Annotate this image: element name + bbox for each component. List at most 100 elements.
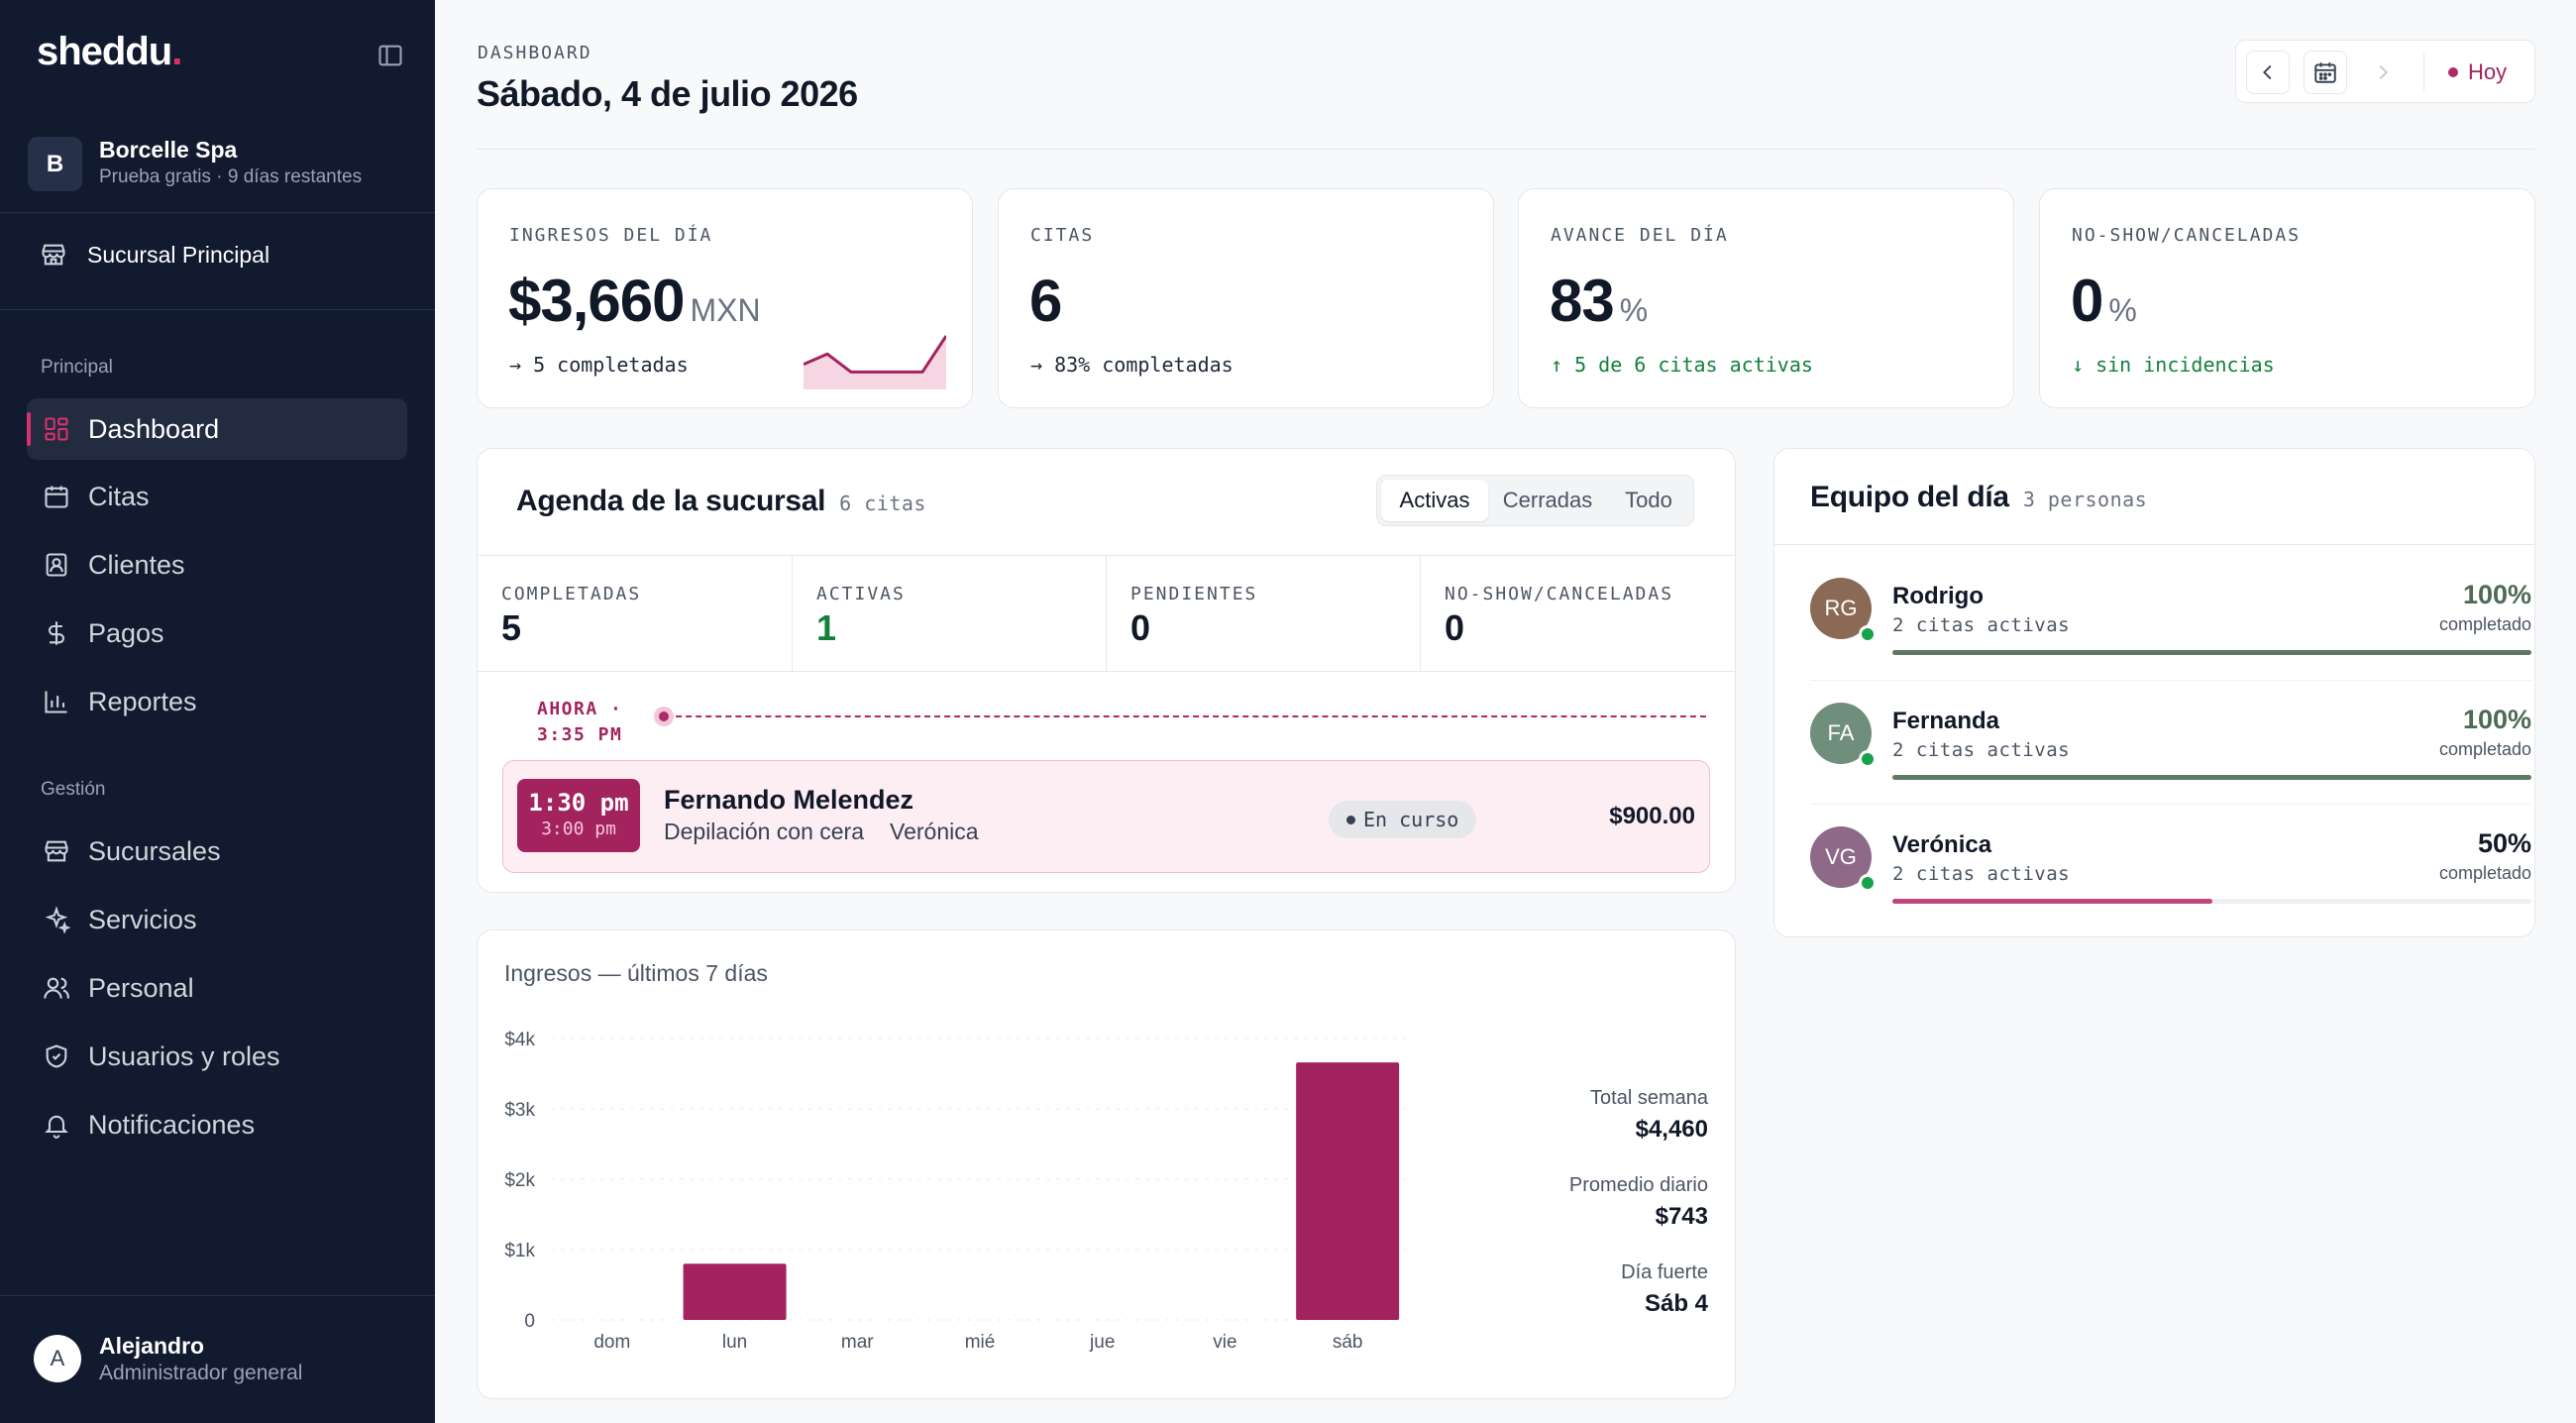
organization-switcher[interactable]: B Borcelle Spa Prueba gratis · 9 días re… bbox=[28, 135, 414, 194]
bar-sáb[interactable] bbox=[1296, 1062, 1400, 1320]
layout-grid-icon bbox=[45, 417, 68, 441]
sidebar-item-sucursales[interactable]: Sucursales bbox=[27, 821, 407, 882]
bar-lun[interactable] bbox=[683, 1263, 787, 1320]
bell-icon bbox=[45, 1115, 68, 1139]
previous-day-button[interactable] bbox=[2246, 51, 2290, 94]
summary-total-semana: Total semana $4,460 bbox=[1590, 1087, 1708, 1144]
today-dot bbox=[2448, 67, 2458, 77]
revenue-bar-chart: 0 $1k $2k $3k $4k dom lun mar mié jue vie sáb bbox=[504, 1030, 1409, 1353]
sidebar-item-clientes[interactable]: Clientes bbox=[27, 534, 407, 596]
app-logo[interactable]: sheddu. bbox=[37, 30, 182, 73]
x-tick-label: jue bbox=[1089, 1332, 1115, 1353]
current-time-label: AHORA · 3:35 PM bbox=[537, 699, 623, 745]
branch-selector[interactable]: Sucursal Principal bbox=[40, 238, 269, 272]
sidebar: sheddu. B Borcelle Spa Prueba gratis · 9… bbox=[0, 0, 435, 1423]
member-percent-label: completado bbox=[2438, 739, 2531, 759]
sidebar-item-label: Reportes bbox=[88, 686, 197, 716]
sidebar-item-servicios[interactable]: Servicios bbox=[27, 889, 407, 950]
sidebar-item-reportes[interactable]: Reportes bbox=[27, 671, 407, 732]
member-percent: 50% bbox=[2477, 828, 2531, 858]
sidebar-item-label: Sucursales bbox=[88, 835, 221, 866]
nav-section-label: Gestión bbox=[41, 779, 106, 800]
team-member-row[interactable]: VG Verónica 2 citas activas 50% completa… bbox=[1810, 804, 2531, 908]
sidebar-divider bbox=[0, 309, 435, 310]
y-tick-label: 0 bbox=[524, 1311, 535, 1332]
stat-value: 1 bbox=[816, 607, 837, 648]
kpi-card-avance: AVANCE DEL DÍA 83% ↑ 5 de 6 citas activa… bbox=[1518, 188, 2014, 408]
member-subtitle: 2 citas activas bbox=[1892, 614, 2071, 636]
tab-cerradas[interactable]: Cerradas bbox=[1502, 488, 1593, 512]
member-name: Rodrigo bbox=[1892, 583, 1984, 609]
sidebar-item-usuarios-roles[interactable]: Usuarios y roles bbox=[27, 1026, 407, 1087]
appointment-client: Fernando Melendez bbox=[664, 785, 914, 815]
users-icon bbox=[44, 977, 69, 999]
branch-name: Sucursal Principal bbox=[87, 241, 270, 268]
date-picker-button[interactable] bbox=[2304, 51, 2347, 94]
sidebar-item-label: Usuarios y roles bbox=[88, 1040, 280, 1071]
kpi-card-no-show: NO-SHOW/CANCELADAS 0% ↓ sin incidencias bbox=[2039, 188, 2535, 408]
x-tick-label: sáb bbox=[1333, 1332, 1363, 1353]
divider bbox=[2423, 53, 2424, 92]
summary-dia-fuerte: Día fuerte Sáb 4 bbox=[1621, 1261, 1708, 1318]
x-tick-label: mar bbox=[841, 1332, 874, 1353]
sparkles-icon bbox=[45, 906, 70, 933]
agenda-stats: COMPLETADAS 5 ACTIVAS 1 PENDIENTES 0 NO-… bbox=[478, 555, 1735, 672]
member-name: Fernanda bbox=[1892, 708, 2000, 734]
kpi-value: 6 bbox=[1029, 268, 1062, 334]
team-member-row[interactable]: FA Fernanda 2 citas activas 100% complet… bbox=[1810, 680, 2531, 784]
kpi-label: AVANCE DEL DÍA bbox=[1551, 225, 1729, 246]
sidebar-item-label: Personal bbox=[88, 972, 194, 1003]
calendar-icon bbox=[45, 486, 68, 508]
chevron-right-icon bbox=[2379, 64, 2388, 80]
y-tick-label: $4k bbox=[504, 1030, 535, 1050]
org-subtitle: Prueba gratis · 9 días restantes bbox=[99, 166, 363, 187]
shield-icon bbox=[46, 1044, 67, 1068]
kpi-footnote: ↓ sin incidencias bbox=[2072, 353, 2275, 377]
tab-todo[interactable]: Todo bbox=[1625, 488, 1672, 512]
kpi-value: $3,660 MXN bbox=[508, 268, 761, 334]
kpi-label: NO-SHOW/CANCELADAS bbox=[2072, 225, 2302, 246]
header-divider bbox=[477, 149, 2535, 150]
kpi-card-ingresos: INGRESOS DEL DÍA $3,660 MXN → 5 completad… bbox=[477, 188, 973, 408]
summary-label: Día fuerte bbox=[1621, 1261, 1708, 1283]
next-day-button[interactable] bbox=[2361, 51, 2405, 94]
tab-activas[interactable]: Activas bbox=[1381, 480, 1488, 521]
stat-label: COMPLETADAS bbox=[501, 584, 642, 604]
sparkline-area bbox=[804, 336, 946, 389]
sidebar-item-citas[interactable]: Citas bbox=[27, 466, 407, 527]
stat-pendientes: PENDIENTES 0 bbox=[1107, 556, 1421, 671]
sidebar-item-label: Clientes bbox=[88, 549, 185, 580]
team-member-row[interactable]: RG Rodrigo 2 citas activas 100% completa… bbox=[1810, 556, 2531, 660]
store-icon bbox=[45, 840, 68, 862]
user-menu[interactable]: A Alejandro Administrador general bbox=[34, 1333, 420, 1394]
agenda-card: Agenda de la sucursal 6 citas Activas Cer… bbox=[477, 448, 1736, 893]
kpi-footnote: → 83% completadas bbox=[1030, 353, 1234, 377]
sidebar-item-label: Servicios bbox=[88, 904, 197, 934]
kpi-card-citas: CITAS 6 → 83% completadas bbox=[998, 188, 1494, 408]
appointment-card[interactable]: 1:30 pm 3:00 pm Fernando Melendez Depila… bbox=[502, 760, 1710, 873]
sidebar-divider bbox=[0, 1295, 435, 1296]
summary-value: $4,460 bbox=[1635, 1116, 1708, 1143]
today-label: Hoy bbox=[2468, 59, 2508, 84]
user-name: Alejandro bbox=[99, 1333, 205, 1359]
org-badge: B bbox=[28, 137, 82, 191]
appointment-time: 1:30 pm 3:00 pm bbox=[517, 779, 640, 852]
online-status-dot bbox=[1859, 874, 1877, 892]
date-navigator: Hoy bbox=[2235, 40, 2535, 103]
sidebar-collapse-icon[interactable] bbox=[376, 42, 404, 69]
sidebar-item-notificaciones[interactable]: Notificaciones bbox=[27, 1094, 407, 1155]
chart-title: Ingresos — últimos 7 días bbox=[504, 960, 768, 986]
stat-label: PENDIENTES bbox=[1130, 584, 1258, 604]
kpi-value: 83% bbox=[1550, 268, 1649, 334]
page-eyebrow: DASHBOARD bbox=[478, 43, 592, 63]
member-subtitle: 2 citas activas bbox=[1892, 863, 2071, 885]
summary-value: Sáb 4 bbox=[1644, 1290, 1708, 1317]
contact-icon bbox=[46, 553, 67, 577]
member-subtitle: 2 citas activas bbox=[1892, 739, 2071, 761]
sidebar-item-personal[interactable]: Personal bbox=[27, 957, 407, 1019]
member-progress-fill bbox=[1892, 775, 2531, 780]
sidebar-item-pagos[interactable]: Pagos bbox=[27, 602, 407, 664]
member-progress bbox=[1892, 775, 2531, 780]
today-button[interactable]: Hoy bbox=[2448, 51, 2507, 94]
sidebar-item-dashboard[interactable]: Dashboard bbox=[27, 398, 407, 460]
